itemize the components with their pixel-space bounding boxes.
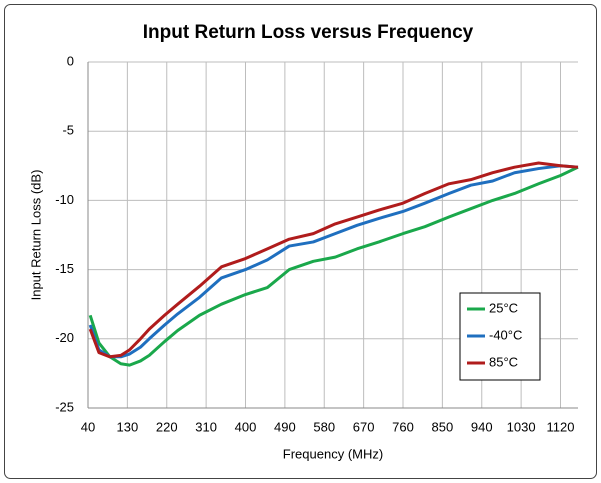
y-tick-label: -10 [55, 192, 74, 207]
series-line [88, 161, 579, 359]
x-tick-label: 40 [81, 419, 95, 434]
legend-label: -40°C [489, 327, 522, 342]
x-tick-label: 760 [392, 419, 414, 434]
x-tick-label: 400 [235, 419, 257, 434]
series-line [88, 165, 579, 367]
x-tick-label: 1120 [547, 419, 575, 434]
legend: 25°C -40°C 85°C [459, 292, 541, 381]
legend-label: 25°C [489, 300, 518, 315]
x-tick-label: 220 [156, 419, 178, 434]
x-tick-label: 580 [313, 419, 335, 434]
x-tick-label: 940 [471, 419, 493, 434]
x-tick-label: 1030 [507, 419, 536, 434]
y-tick-label: 0 [67, 53, 74, 68]
y-tick-label: -15 [55, 261, 74, 276]
x-axis-label: Frequency (MHz) [283, 446, 383, 461]
series-line [88, 164, 579, 359]
y-tick-label: -5 [62, 123, 74, 138]
y-tick-label: -20 [55, 330, 74, 345]
x-tick-label: 850 [432, 419, 454, 434]
x-tick-label: 130 [117, 419, 139, 434]
y-tick-label: -25 [55, 399, 74, 414]
x-tick-label: 310 [195, 419, 217, 434]
x-tick-label: 490 [274, 419, 296, 434]
chart-border [4, 4, 597, 479]
legend-label: 85°C [489, 354, 518, 369]
y-axis-label: Input Return Loss (dB) [28, 170, 43, 301]
x-tick-label: 670 [353, 419, 375, 434]
chart-title: Input Return Loss versus Frequency [143, 22, 474, 43]
